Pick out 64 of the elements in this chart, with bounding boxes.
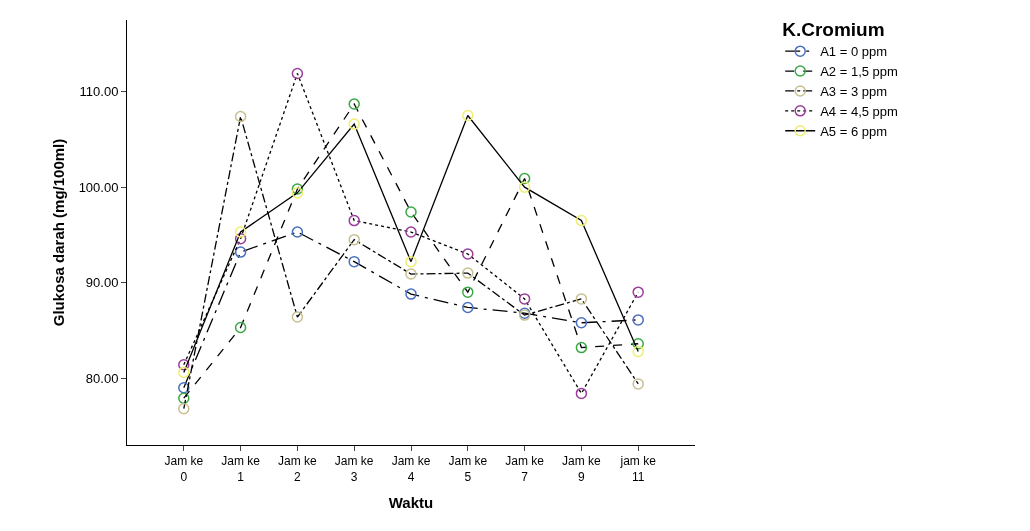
point bbox=[518, 172, 531, 185]
x-tick-label: Jam ke 5 bbox=[448, 454, 488, 484]
point bbox=[462, 267, 474, 279]
y-tick-label: 90.00 bbox=[85, 275, 119, 291]
x-tick-label: Jam ke 4 bbox=[391, 454, 431, 484]
point bbox=[518, 293, 531, 305]
point bbox=[348, 98, 360, 110]
point bbox=[348, 118, 360, 130]
point bbox=[234, 226, 247, 238]
legend-label: A2 = 1,5 ppm bbox=[820, 64, 898, 80]
point bbox=[178, 402, 190, 415]
point bbox=[632, 338, 644, 350]
y-tick-label: 80.00 bbox=[85, 370, 119, 386]
point bbox=[291, 226, 304, 238]
point bbox=[291, 187, 304, 199]
x-tick-label: Jam ke 2 bbox=[278, 454, 318, 484]
point bbox=[234, 246, 247, 258]
point bbox=[462, 301, 474, 314]
point bbox=[178, 381, 190, 394]
point bbox=[234, 232, 247, 245]
point bbox=[178, 392, 190, 404]
legend-label: A3 = 3 ppm bbox=[820, 84, 888, 100]
legend-label: A5 = 6 ppm bbox=[820, 123, 888, 139]
x-tick-label: Jam ke 3 bbox=[334, 454, 374, 484]
legend-title: K.Cromium bbox=[782, 19, 885, 41]
y-tick-label: 100.00 bbox=[78, 179, 119, 195]
point bbox=[575, 293, 588, 305]
legend-label: A4 = 4,5 ppm bbox=[820, 103, 898, 119]
point bbox=[178, 366, 190, 379]
y-tick-label: 110.00 bbox=[79, 84, 119, 100]
point bbox=[575, 214, 588, 227]
point bbox=[575, 341, 588, 354]
point bbox=[632, 286, 644, 298]
point bbox=[405, 255, 417, 268]
x-axis-title: Waktu bbox=[388, 494, 434, 511]
x-tick-label: Jam ke 7 bbox=[505, 454, 545, 484]
x-tick-label: Jam ke 9 bbox=[562, 454, 602, 484]
point bbox=[462, 248, 474, 260]
y-axis-title: Glukosa darah (mg/100ml) bbox=[49, 138, 67, 327]
point bbox=[405, 288, 417, 300]
point bbox=[405, 226, 417, 238]
point bbox=[234, 321, 247, 334]
point bbox=[178, 359, 190, 371]
point bbox=[462, 286, 474, 298]
point bbox=[291, 67, 304, 80]
x-tick-label: Jam ke 0 bbox=[164, 454, 204, 484]
point bbox=[462, 109, 474, 122]
point bbox=[632, 378, 644, 390]
point bbox=[291, 311, 304, 323]
point bbox=[291, 183, 304, 195]
legend-label: A1 = 0 ppm bbox=[820, 44, 888, 60]
point bbox=[348, 255, 360, 268]
point bbox=[348, 214, 360, 227]
point bbox=[575, 317, 588, 329]
point bbox=[234, 110, 247, 123]
point bbox=[405, 206, 417, 218]
x-tick-label: jam ke 11 bbox=[619, 454, 657, 484]
point bbox=[632, 314, 644, 326]
point bbox=[575, 387, 588, 400]
point bbox=[632, 345, 644, 358]
point bbox=[348, 233, 360, 246]
point bbox=[518, 181, 531, 193]
x-tick-label: Jam ke 1 bbox=[221, 454, 261, 484]
point bbox=[405, 268, 417, 280]
